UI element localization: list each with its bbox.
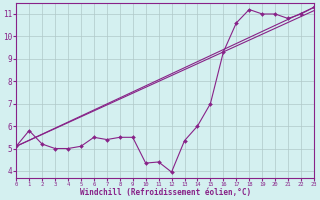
X-axis label: Windchill (Refroidissement éolien,°C): Windchill (Refroidissement éolien,°C) — [80, 188, 251, 197]
